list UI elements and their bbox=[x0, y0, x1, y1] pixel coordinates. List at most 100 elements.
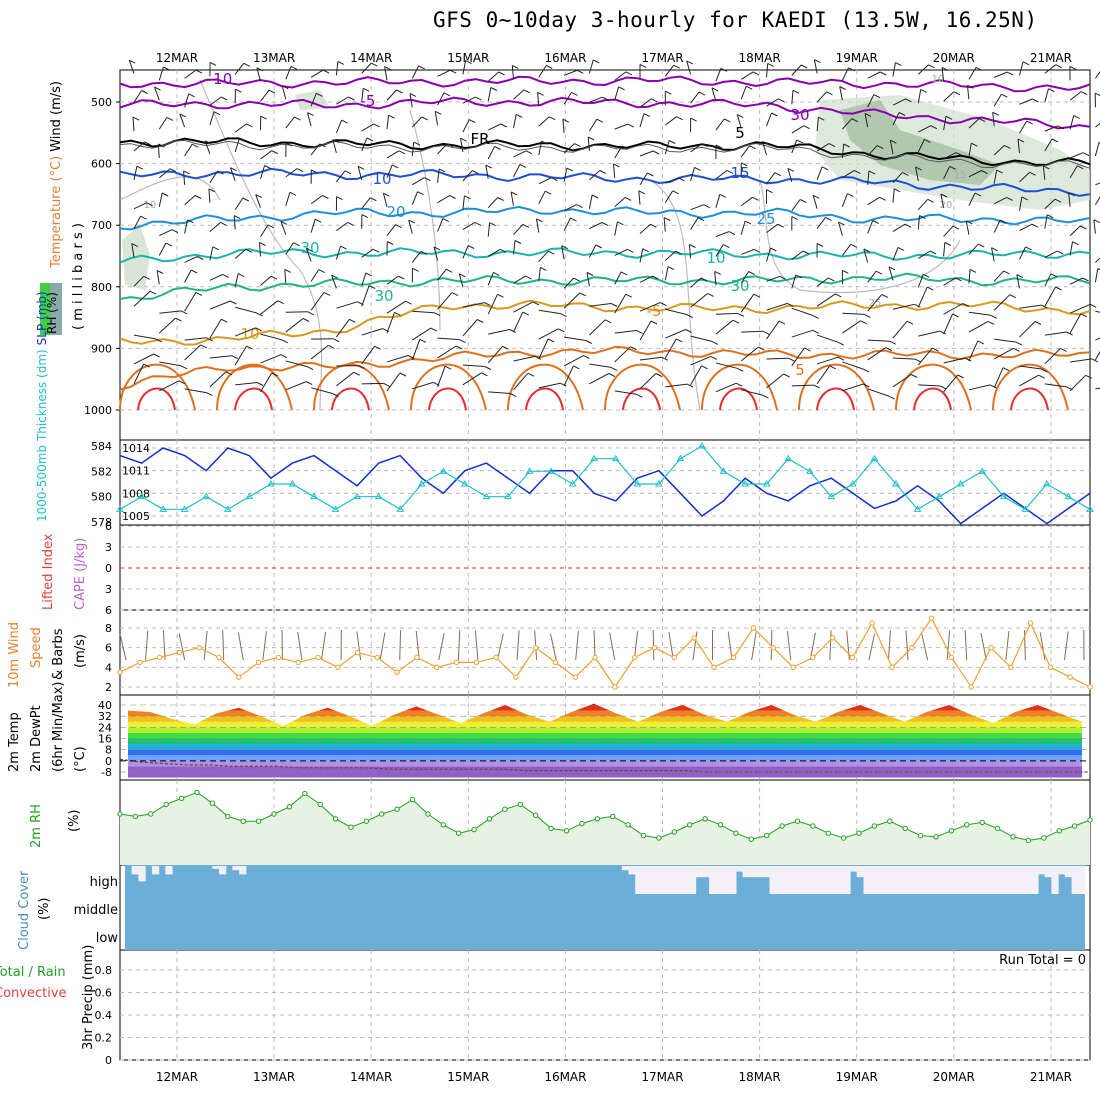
wind-barb bbox=[1044, 88, 1049, 103]
wind-barb-flag bbox=[737, 312, 745, 317]
wind-barb-flag bbox=[280, 354, 288, 359]
wind-barb bbox=[1069, 115, 1075, 130]
wind-barb-flag bbox=[668, 140, 676, 144]
wind-barb bbox=[791, 274, 797, 289]
wind-barb-flag bbox=[661, 356, 669, 361]
wind-barb-flag bbox=[1034, 321, 1042, 325]
cloud-cover-high-gap bbox=[1064, 866, 1073, 878]
wind-barb bbox=[131, 243, 135, 258]
wind-barb bbox=[993, 347, 1014, 360]
wind-barb bbox=[589, 319, 606, 336]
wind-barb-flag bbox=[1093, 219, 1100, 224]
wind-barb-flag bbox=[618, 86, 625, 91]
wind-barb-flag bbox=[281, 339, 289, 344]
wind-barb bbox=[209, 170, 218, 184]
wind-barb bbox=[1069, 152, 1084, 159]
wind-barb-flag bbox=[206, 392, 213, 397]
wind-barb-flag bbox=[540, 266, 547, 271]
wind-barb-flag bbox=[155, 338, 162, 343]
wind-barb bbox=[159, 229, 173, 237]
cloud-cover-high-gap bbox=[729, 866, 737, 894]
wind-barb-flag bbox=[714, 270, 721, 275]
wind10-barb bbox=[119, 633, 127, 661]
wind-barb bbox=[816, 117, 819, 132]
wind-barb-flag bbox=[498, 71, 505, 76]
wind-barb bbox=[513, 355, 536, 362]
wind-barb-flag bbox=[1069, 65, 1077, 70]
wind10-marker bbox=[453, 659, 460, 666]
wind-barb-flag bbox=[1043, 165, 1050, 170]
rh-shading bbox=[840, 100, 1000, 185]
wind-barb bbox=[209, 371, 227, 388]
wind-barb bbox=[487, 222, 491, 237]
wind-barb bbox=[335, 119, 343, 134]
cloud-cover-high-gap bbox=[964, 866, 972, 894]
cloud-cover-high-gap bbox=[749, 866, 757, 878]
wind-barb-flag bbox=[548, 116, 556, 121]
wind-barb-flag bbox=[365, 272, 373, 277]
wind-barb-flag bbox=[1097, 268, 1100, 271]
isotherm-20 bbox=[119, 272, 1091, 300]
rh2m-marker bbox=[902, 825, 908, 832]
wind10-marker bbox=[295, 659, 301, 666]
cloud-level-label: high bbox=[90, 875, 118, 890]
wind-barb-flag bbox=[971, 142, 978, 147]
wind-barb bbox=[305, 248, 312, 262]
wind10-marker bbox=[374, 654, 380, 661]
wind-barb-flag bbox=[475, 96, 482, 101]
wind-barb-flag bbox=[842, 269, 849, 274]
isotherm-35-cell bbox=[234, 387, 273, 411]
wind-barb bbox=[386, 275, 399, 285]
wind-barb bbox=[260, 150, 273, 160]
wind-barb-flag bbox=[792, 89, 800, 94]
wind10-marker bbox=[711, 664, 717, 670]
wind-barb-flag bbox=[200, 344, 207, 349]
isotherm-30-cell bbox=[798, 363, 875, 411]
wind-barb-flag bbox=[888, 395, 895, 400]
wind-barb-flag bbox=[284, 268, 292, 273]
wind-barb bbox=[285, 318, 304, 333]
wind-barb-flag bbox=[1000, 219, 1007, 224]
wind-barb-flag bbox=[678, 177, 685, 182]
wind-barb bbox=[437, 337, 460, 341]
wind-barb bbox=[943, 313, 953, 335]
wind-barb bbox=[229, 167, 236, 182]
wind10-barb bbox=[652, 629, 655, 661]
thickness-marker bbox=[784, 454, 793, 462]
wind-barb-flag bbox=[1031, 223, 1039, 228]
li-axis-labels: Lifted Index bbox=[41, 533, 56, 610]
temp-tick-label: 16 bbox=[98, 733, 112, 746]
contour-label: 10 bbox=[144, 200, 157, 211]
wind-barb bbox=[361, 345, 376, 365]
wind10-marker bbox=[849, 654, 856, 661]
wind-barb bbox=[614, 248, 628, 256]
wind-barb-flag bbox=[237, 273, 245, 278]
wind-barb bbox=[386, 224, 396, 236]
pressure-tick-label: 600 bbox=[91, 158, 112, 171]
wind-barb-flag bbox=[370, 62, 378, 67]
wind-barb-flag bbox=[652, 275, 659, 280]
wind-barb-flag bbox=[566, 167, 574, 172]
temperature-label: Temperature (°C) bbox=[49, 156, 64, 269]
wind-barb-flag bbox=[992, 111, 999, 116]
wind-barb-flag bbox=[945, 115, 953, 120]
wind-barb-flag bbox=[957, 374, 964, 379]
wind-barb bbox=[813, 59, 818, 74]
wind-barb bbox=[361, 197, 371, 210]
cloud-cover-high-gap bbox=[219, 866, 227, 875]
wind-barb-flag bbox=[735, 382, 743, 387]
wind-barb-flag bbox=[560, 382, 567, 387]
wind-barb-flag bbox=[689, 244, 696, 248]
thickness-marker bbox=[805, 467, 814, 474]
wind-barb bbox=[1044, 273, 1052, 287]
wind-barb bbox=[1094, 268, 1099, 283]
cloud-cover-high-gap bbox=[923, 866, 932, 894]
wind-barb-flag bbox=[336, 196, 343, 201]
isotherm-35-cell bbox=[428, 387, 467, 411]
wind-barb bbox=[917, 139, 925, 153]
wind-barb bbox=[993, 93, 1002, 107]
wind-barb-flag bbox=[1013, 347, 1020, 352]
rh2m-marker bbox=[1056, 828, 1062, 834]
wind-barb-flag bbox=[740, 162, 748, 167]
wind-barb bbox=[741, 248, 755, 255]
